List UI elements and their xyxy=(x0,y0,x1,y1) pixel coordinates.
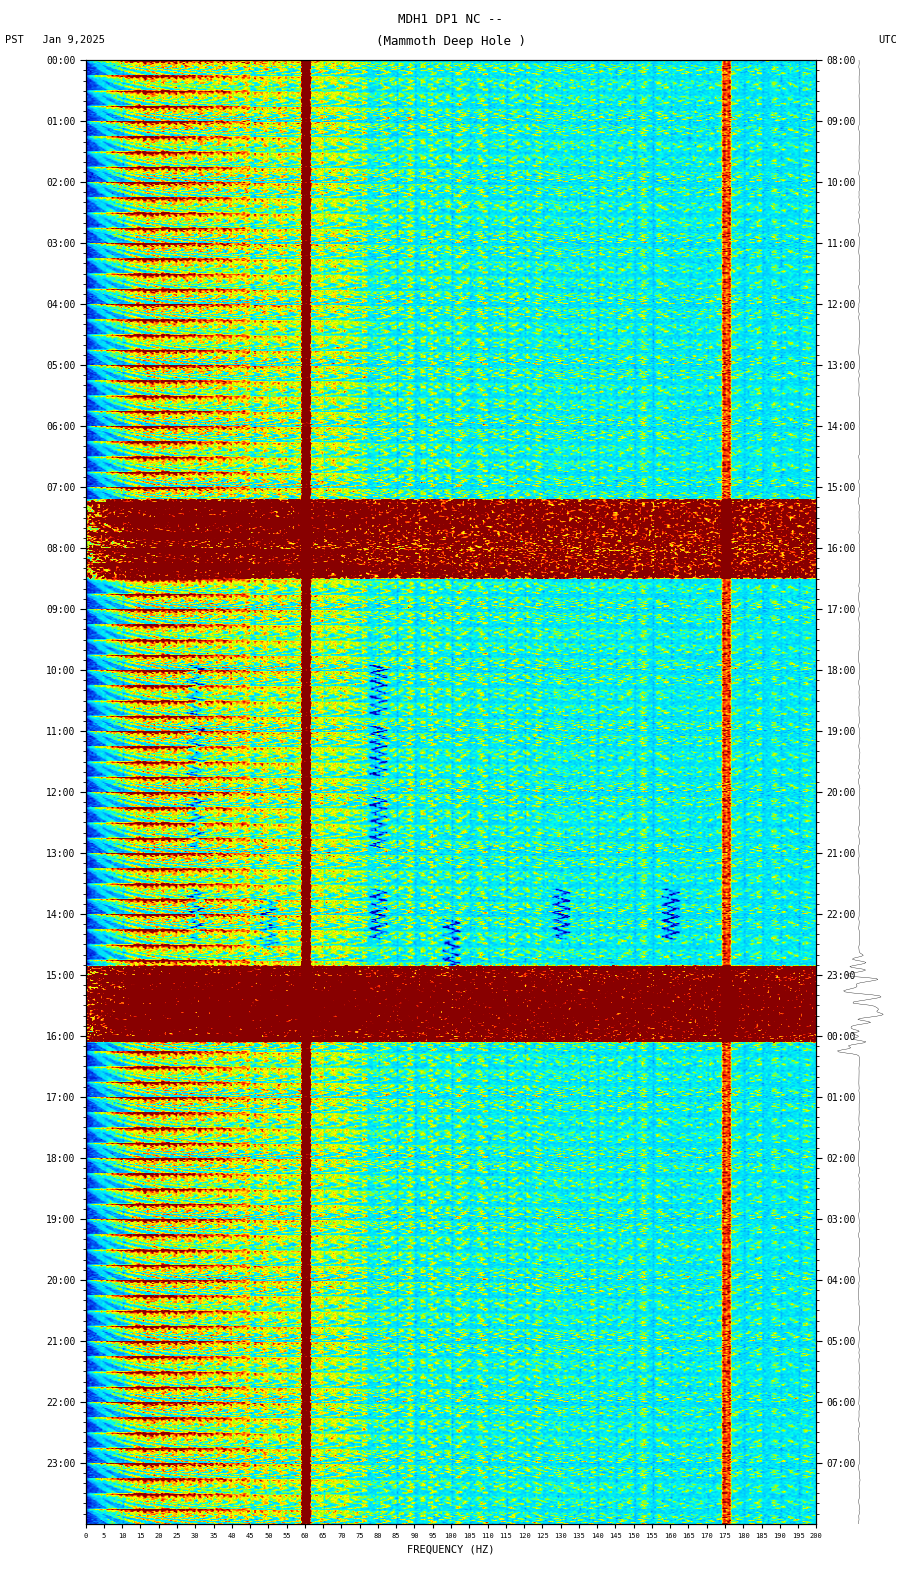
Text: PST   Jan 9,2025: PST Jan 9,2025 xyxy=(5,35,105,44)
Text: MDH1 DP1 NC --: MDH1 DP1 NC -- xyxy=(399,13,503,25)
Text: UTC: UTC xyxy=(879,35,897,44)
X-axis label: FREQUENCY (HZ): FREQUENCY (HZ) xyxy=(407,1544,495,1554)
Text: (Mammoth Deep Hole ): (Mammoth Deep Hole ) xyxy=(376,35,526,48)
